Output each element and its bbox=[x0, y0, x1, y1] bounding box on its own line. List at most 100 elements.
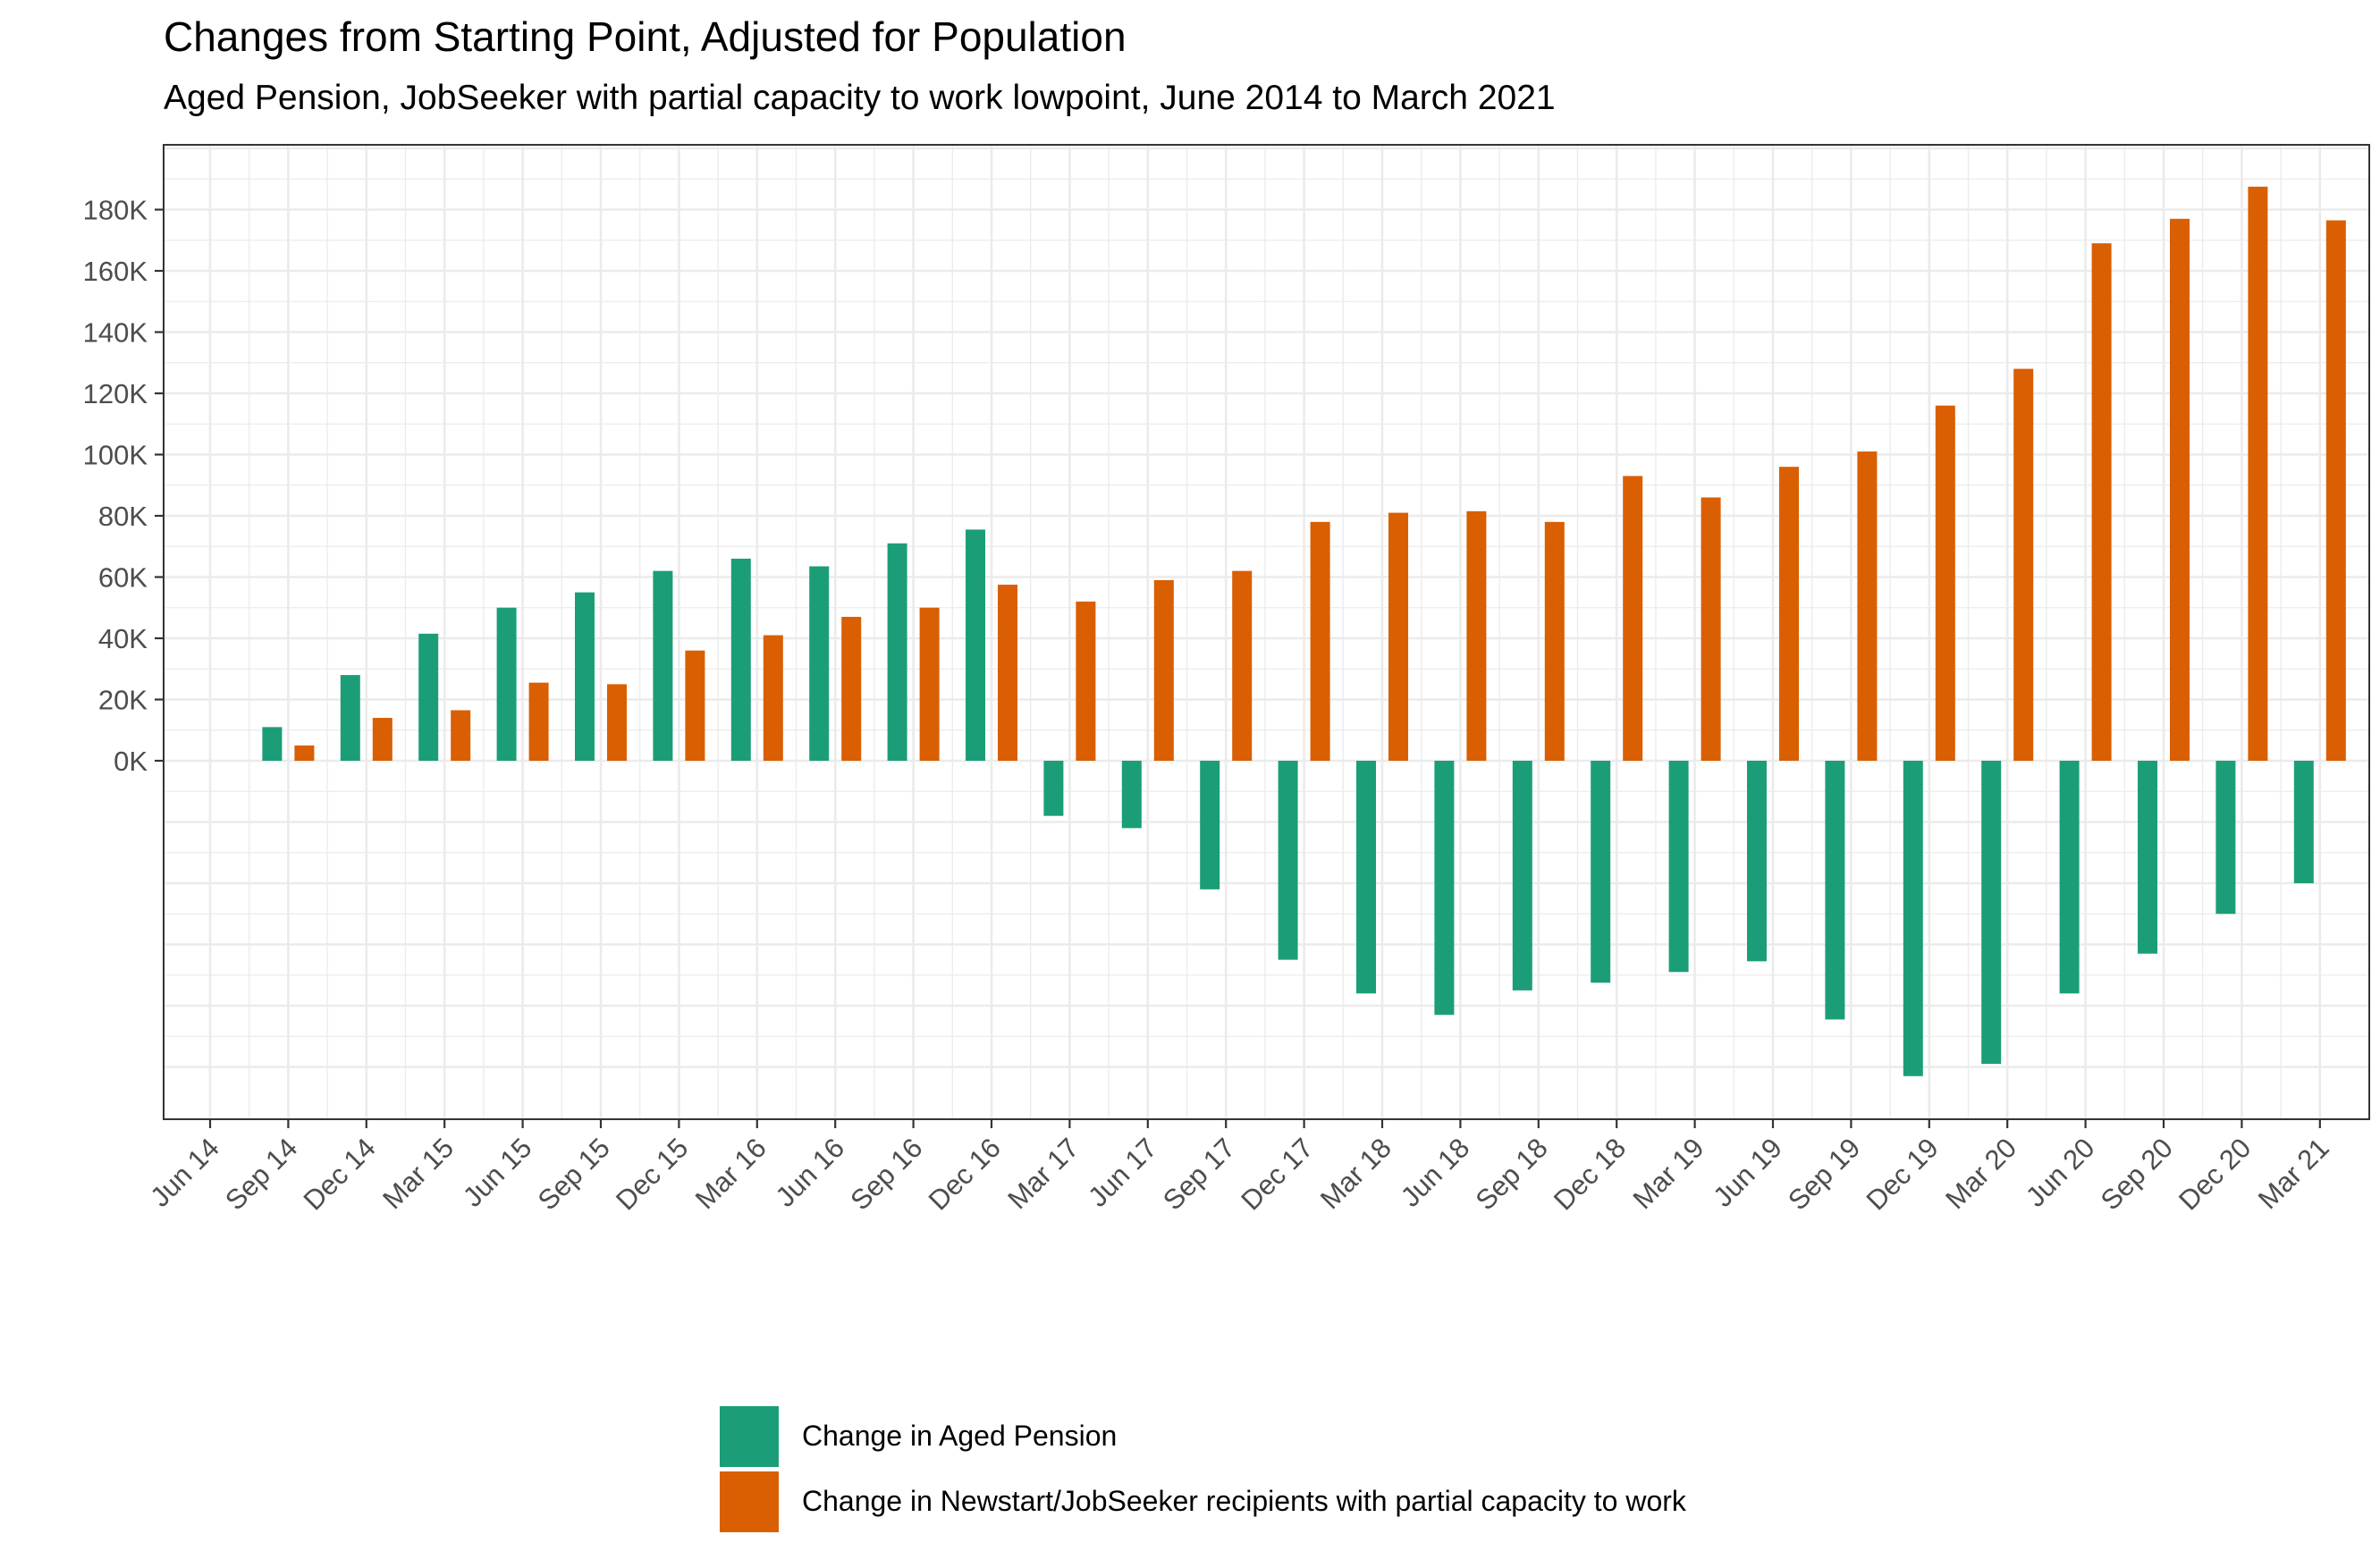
bar-jobseeker-3 bbox=[451, 710, 471, 761]
bar-jobseeker-2 bbox=[372, 718, 392, 761]
x-tick-label: Jun 15 bbox=[457, 1132, 538, 1213]
x-tick-label: Jun 20 bbox=[2020, 1132, 2101, 1213]
y-tick-label: 80K bbox=[98, 501, 148, 532]
bar-jobseeker-12 bbox=[1153, 579, 1174, 761]
bar-aged-pension-4 bbox=[496, 607, 517, 761]
x-tick-label: Dec 19 bbox=[1861, 1132, 1945, 1216]
x-tick-label: Dec 16 bbox=[923, 1132, 1007, 1216]
y-tick-label: 180K bbox=[83, 195, 148, 226]
x-tick-label: Mar 21 bbox=[2252, 1132, 2335, 1215]
bar-aged-pension-5 bbox=[575, 592, 595, 761]
x-tick-label: Dec 14 bbox=[298, 1132, 382, 1216]
legend-label-jobseeker: Change in Newstart/JobSeeker recipients … bbox=[802, 1485, 1686, 1517]
x-tick-label: Sep 15 bbox=[532, 1132, 616, 1216]
x-tick-label: Mar 17 bbox=[1001, 1132, 1085, 1215]
legend-item-jobseeker: Change in Newstart/JobSeeker recipients … bbox=[720, 1469, 1686, 1534]
y-tick-label: 40K bbox=[98, 623, 148, 654]
bar-jobseeker-5 bbox=[607, 684, 627, 761]
bar-aged-pension-14 bbox=[1278, 761, 1298, 960]
x-tick-label: Jun 18 bbox=[1395, 1132, 1476, 1213]
bar-aged-pension-2 bbox=[340, 675, 360, 761]
x-tick-label: Sep 18 bbox=[1470, 1132, 1554, 1216]
bar-aged-pension-23 bbox=[1981, 761, 2002, 1065]
y-tick-label: 100K bbox=[83, 440, 148, 471]
bar-jobseeker-14 bbox=[1310, 521, 1330, 761]
bar-jobseeker-19 bbox=[1701, 497, 1721, 761]
x-tick-label: Sep 14 bbox=[219, 1132, 303, 1216]
bar-aged-pension-6 bbox=[653, 570, 673, 761]
bar-jobseeker-16 bbox=[1466, 510, 1487, 761]
bar-aged-pension-26 bbox=[2215, 761, 2236, 915]
legend-swatch-aged-pension bbox=[720, 1405, 779, 1467]
legend-label-aged-pension: Change in Aged Pension bbox=[802, 1420, 1118, 1452]
bar-jobseeker-4 bbox=[528, 682, 549, 761]
x-tick-label: Sep 17 bbox=[1157, 1132, 1241, 1216]
x-tick-label: Mar 15 bbox=[376, 1132, 460, 1215]
bar-jobseeker-22 bbox=[1935, 405, 1955, 761]
bar-jobseeker-24 bbox=[2091, 243, 2112, 761]
x-tick-label: Mar 16 bbox=[689, 1132, 772, 1215]
bar-jobseeker-9 bbox=[919, 607, 940, 761]
bar-aged-pension-22 bbox=[1903, 761, 1923, 1076]
bar-aged-pension-24 bbox=[2059, 761, 2080, 994]
bar-jobseeker-15 bbox=[1388, 512, 1408, 761]
bars bbox=[262, 186, 2346, 1076]
chart-title: Changes from Starting Point, Adjusted fo… bbox=[164, 13, 1127, 60]
bar-jobseeker-8 bbox=[841, 617, 862, 761]
bar-aged-pension-17 bbox=[1512, 761, 1532, 991]
x-tick-label: Mar 19 bbox=[1627, 1132, 1710, 1215]
y-axis: 0K 20K 40K 60K 80K 100K 120K 140K 160K 180K bbox=[83, 195, 164, 777]
legend-item-aged-pension: Change in Aged Pension bbox=[720, 1404, 1686, 1469]
bar-aged-pension-8 bbox=[809, 566, 830, 761]
bar-aged-pension-18 bbox=[1591, 761, 1611, 983]
bar-jobseeker-1 bbox=[294, 745, 315, 761]
x-tick-label: Mar 20 bbox=[1939, 1132, 2022, 1215]
x-tick-label: Sep 20 bbox=[2095, 1132, 2179, 1216]
plot-panel bbox=[164, 145, 2369, 1119]
x-tick-label: Jun 17 bbox=[1082, 1132, 1163, 1213]
bar-aged-pension-19 bbox=[1668, 761, 1689, 973]
bar-aged-pension-13 bbox=[1200, 761, 1220, 889]
y-tick-label: 120K bbox=[83, 378, 148, 409]
x-tick-label: Jun 14 bbox=[144, 1132, 225, 1213]
x-tick-label: Dec 15 bbox=[610, 1132, 694, 1216]
bar-aged-pension-12 bbox=[1121, 761, 1142, 829]
legend-swatch-jobseeker bbox=[720, 1471, 779, 1532]
bar-jobseeker-23 bbox=[2013, 368, 2034, 761]
bar-jobseeker-21 bbox=[1857, 451, 1878, 761]
bar-jobseeker-26 bbox=[2248, 186, 2268, 761]
bar-jobseeker-10 bbox=[998, 585, 1017, 761]
y-tick-label: 0K bbox=[114, 746, 148, 777]
bar-jobseeker-17 bbox=[1544, 521, 1565, 761]
chart-subtitle: Aged Pension, JobSeeker with partial cap… bbox=[164, 79, 1556, 117]
x-tick-label: Jun 16 bbox=[770, 1132, 851, 1213]
y-tick-label: 60K bbox=[98, 562, 148, 594]
bar-aged-pension-25 bbox=[2138, 761, 2157, 954]
bar-jobseeker-7 bbox=[763, 635, 783, 761]
bar-jobseeker-20 bbox=[1779, 467, 1799, 761]
bar-jobseeker-25 bbox=[2170, 218, 2190, 761]
y-tick-label: 160K bbox=[83, 256, 148, 287]
bar-aged-pension-7 bbox=[730, 558, 751, 761]
bar-jobseeker-18 bbox=[1623, 476, 1643, 761]
bar-aged-pension-11 bbox=[1043, 761, 1064, 816]
x-tick-label: Sep 16 bbox=[844, 1132, 928, 1216]
bar-jobseeker-27 bbox=[2325, 220, 2346, 762]
grid-lines bbox=[164, 145, 2369, 1119]
x-tick-label: Sep 19 bbox=[1782, 1132, 1866, 1216]
bar-aged-pension-3 bbox=[418, 633, 439, 761]
bar-jobseeker-6 bbox=[685, 650, 705, 761]
x-tick-label: Dec 20 bbox=[2173, 1132, 2257, 1216]
y-tick-label: 20K bbox=[98, 685, 148, 716]
panel-border bbox=[163, 144, 2370, 1120]
x-tick-label: Mar 18 bbox=[1314, 1132, 1397, 1215]
bar-jobseeker-13 bbox=[1232, 570, 1253, 761]
bar-aged-pension-1 bbox=[262, 727, 283, 761]
bar-aged-pension-21 bbox=[1825, 761, 1845, 1020]
y-tick-label: 140K bbox=[83, 317, 148, 349]
bar-aged-pension-16 bbox=[1434, 761, 1455, 1016]
x-tick-label: Jun 19 bbox=[1707, 1132, 1788, 1213]
x-tick-label: Dec 18 bbox=[1548, 1132, 1632, 1216]
